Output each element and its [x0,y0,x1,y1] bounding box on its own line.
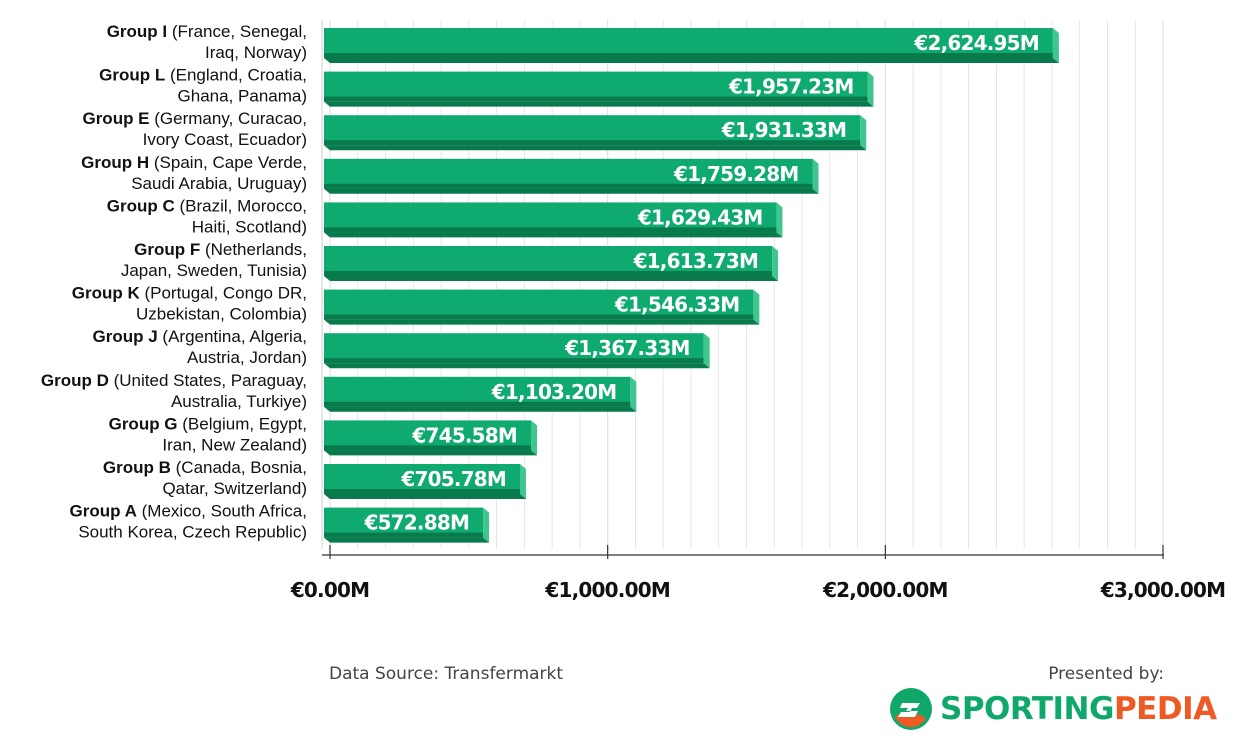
category-label-line1: Group F (Netherlands, [134,240,307,259]
x-tick-label: €1,000.00M [544,578,670,602]
grid-lines [321,20,1164,549]
data-label: €1,759.28M [673,162,799,186]
bars: €2,624.95M €1,957.23M €1,931.33M €1,759.28M… [324,28,1059,543]
category-label-line1: Group L (England, Croatia, [99,66,307,85]
data-label: €1,367.33M [564,336,690,360]
category-label-line2: Iran, New Zealand) [162,435,307,454]
data-label: €1,103.20M [491,380,617,404]
sportingpedia-logo-icon [890,688,932,730]
bar: €1,931.33M [324,115,867,151]
brand-name-part2: PEDIA [1113,691,1217,727]
category-label-line2: Qatar, Switzerland) [162,479,307,498]
data-label: €745.58M [411,423,517,447]
category-label-line1: Group G (Belgium, Egypt, [109,414,307,433]
category-label-line1: Group B (Canada, Bosnia, [103,458,307,477]
x-axis: €0.00M €1,000.00M €2,000.00M €3,000.00M [290,545,1226,602]
bar: €2,624.95M [324,28,1059,63]
x-tick-label: €2,000.00M [822,578,948,602]
brand-name: SPORTINGPEDIA [940,691,1217,727]
category-label-line1: Group J (Argentina, Algeria, [93,327,307,346]
bar: €705.78M [324,464,526,499]
presented-by-text: Presented by: [1048,664,1164,684]
category-label-line1: Group K (Portugal, Congo DR, [72,284,307,303]
category-label-line1: Group E (Germany, Curacao, [82,109,307,128]
category-label-line2: Japan, Sweden, Tunisia) [121,261,307,280]
category-label-line2: South Korea, Czech Republic) [78,523,307,542]
data-label: €705.78M [400,467,506,491]
category-label-line2: Saudi Arabia, Uruguay) [131,174,307,193]
bar: €1,957.23M [324,71,874,107]
bar: €1,546.33M [324,289,760,325]
category-label-line2: Uzbekistan, Colombia) [136,305,307,324]
category-label-line2: Haiti, Scotland) [192,217,307,236]
x-tick-label: €3,000.00M [1100,578,1226,602]
category-label-line1: Group A (Mexico, South Africa, [70,502,307,521]
category-label-line2: Iraq, Norway) [205,43,307,62]
category-label-line2: Ghana, Panama) [178,87,307,106]
data-label: €1,957.23M [728,75,854,99]
data-label: €1,546.33M [614,293,740,317]
brand-name-part1: SPORTING [940,691,1114,727]
category-label-line2: Australia, Turkiye) [171,392,307,411]
bar: €1,103.20M [324,376,637,412]
category-label-line1: Group H (Spain, Cape Verde, [81,153,307,172]
data-label: €1,931.33M [721,118,847,142]
category-label-line1: Group C (Brazil, Morocco, [107,196,307,215]
bar: €1,613.73M [324,246,779,281]
bar: €1,629.43M [324,202,783,238]
bar: €745.58M [324,420,538,456]
data-source-text: Data Source: Transfermarkt [329,664,564,684]
bar-chart: €2,624.95M €1,957.23M €1,931.33M €1,759.28M… [41,20,1226,602]
category-label-line2: Austria, Jordan) [187,348,307,367]
data-label: €1,629.43M [637,205,763,229]
data-label: €1,613.73M [633,249,759,273]
category-labels: Group I (France, Senegal, Iraq, Norway) Gr… [41,22,307,542]
category-label-line1: Group D (United States, Paraguay, [41,371,307,390]
category-label-line1: Group I (France, Senegal, [107,22,307,41]
x-tick-label: €0.00M [290,578,369,602]
bar: €1,759.28M [324,158,819,194]
data-label: €2,624.95M [913,31,1039,55]
bar: €1,367.33M [324,333,710,369]
sportingpedia-logo: SPORTINGPEDIA [888,686,1217,732]
bar: €572.88M [324,507,490,543]
category-label-line2: Ivory Coast, Ecuador) [143,130,307,149]
data-label: €572.88M [363,511,469,535]
